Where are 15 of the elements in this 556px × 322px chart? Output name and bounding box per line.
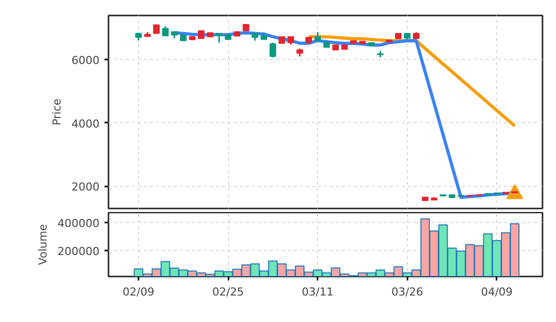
x-tick-label: 02/25 xyxy=(212,286,244,298)
y-tick-label: 400000 xyxy=(58,216,100,230)
x-tick-label: 03/26 xyxy=(391,286,424,298)
candlestick xyxy=(270,42,276,58)
x-tick-label: 02/09 xyxy=(122,286,154,298)
x-tick-label: 03/11 xyxy=(302,286,334,298)
y-tick-label: 6000 xyxy=(72,54,100,68)
y-axis-title: Volume xyxy=(36,224,50,265)
y-tick-label: 200000 xyxy=(58,245,100,258)
candlestick xyxy=(216,32,222,44)
y-axis-title: Price xyxy=(50,98,64,126)
x-tick-label: 04/09 xyxy=(480,286,513,298)
y-tick-label: 2000 xyxy=(72,180,100,194)
candlestick xyxy=(162,25,169,36)
y-tick-label: 4000 xyxy=(72,117,100,130)
